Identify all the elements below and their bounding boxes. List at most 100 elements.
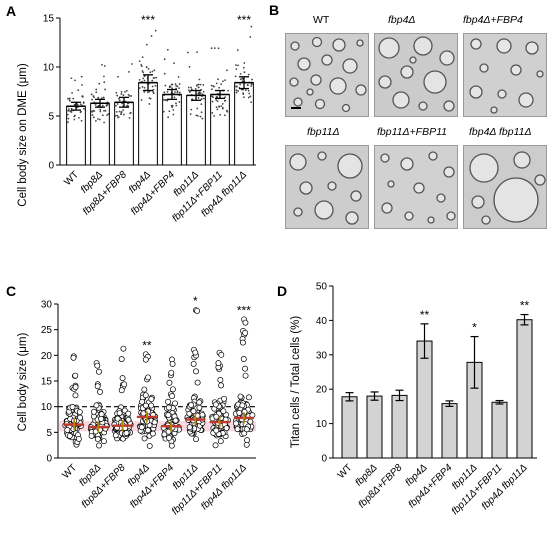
panel-c-datapoint [75, 435, 82, 442]
panel-c-datapoint [166, 434, 172, 441]
panel-a-datapoint [72, 97, 75, 100]
panel-c-datapoint [196, 399, 203, 406]
panel-c-datapoint [193, 368, 199, 375]
micrograph-fbp4-fbp4 [463, 33, 547, 117]
panel-a-datapoint [195, 114, 198, 117]
panel-a-datapoint [242, 96, 245, 99]
panel-c-datapoint [93, 402, 100, 409]
panel-a-datapoint [120, 93, 123, 95]
panel-a-datapoint [77, 89, 80, 92]
panel-a-datapoint [246, 84, 249, 86]
panel-a-datapoint [177, 76, 180, 78]
micro-label-fbp4: fbp4Δ [388, 14, 416, 26]
panel-c-datapoint [244, 437, 251, 444]
panel-a-datapoint [91, 98, 93, 101]
panel-c-datapoint [165, 398, 172, 405]
panel-a-datapoint [130, 63, 133, 65]
panel-a-datapoint [162, 98, 165, 101]
panel-a-ytick-label: 15 [43, 14, 55, 25]
panel-a-datapoint [128, 94, 131, 97]
panel-c-datapoint [123, 430, 130, 436]
panel-a-datapoint [198, 78, 201, 81]
micro-label-fbp4-fbp11: fbp4Δ fbp11Δ [469, 126, 532, 138]
panel-a-ytick-label: 5 [48, 112, 54, 123]
panel-a-datapoint [213, 115, 215, 117]
panel-d-plot: 01020304050*****WTfbp8Δfbp8Δ+FBP8fbp4Δfb… [316, 282, 537, 517]
panel-a-datapoint [140, 99, 143, 101]
panel-c-datapoint [142, 392, 149, 399]
panel-a-datapoint [103, 75, 105, 78]
panel-c-datapoint [77, 414, 84, 421]
panel-a-datapoint [150, 35, 153, 37]
panel-d-bar [391, 394, 408, 459]
panel-a-datapoint [100, 97, 103, 99]
panel-a-datapoint [175, 84, 178, 87]
panel-a-datapoint [188, 91, 191, 93]
panel-c-ytick-label: 10 [41, 402, 53, 413]
panel-a-datapoint [199, 115, 202, 118]
panel-c-datapoint [190, 360, 197, 367]
panel-c-datapoint [146, 442, 153, 449]
micro-label-fbp11: fbp11Δ [307, 126, 340, 138]
panel-c-datapoint [192, 349, 199, 356]
panel-a-datapoint [155, 76, 158, 79]
panel-a-datapoint [122, 109, 125, 112]
panel-c-datapoint [236, 409, 243, 416]
panel-c-datapoint [94, 383, 101, 390]
panel-a-letter: A [6, 3, 16, 19]
panel-a-datapoint [154, 29, 157, 32]
panel-a-datapoint [69, 109, 72, 112]
panel-a-datapoint [153, 69, 156, 72]
panel-a-datapoint [187, 89, 190, 92]
panel-c-datapoint [194, 307, 201, 314]
panel-c-datapoint [172, 400, 178, 407]
panel-a-datapoint [243, 62, 246, 64]
panel-a-datapoint [217, 47, 220, 50]
panel-a-datapoint [218, 86, 221, 89]
panel-a-datapoint [226, 69, 228, 72]
panel-c-datapoint [165, 404, 172, 411]
panel-c-datapoint [141, 435, 148, 442]
panel-a-datapoint [178, 83, 181, 85]
panel-a-datapoint [235, 91, 238, 94]
panel-a-datapoint [73, 103, 76, 106]
panel-c-datapoint [118, 387, 125, 394]
panel-a-datapoint [68, 108, 70, 111]
panel-c-datapoint [142, 402, 149, 409]
panel-a-datapoint [116, 94, 119, 97]
panel-c-datapoint [221, 395, 228, 402]
panel-c-datapoint [217, 377, 224, 383]
panel-a-datapoint [66, 113, 69, 116]
panel-a-datapoint [197, 97, 200, 99]
panel-a-datapoint [67, 121, 69, 124]
panel-a-datapoint [103, 65, 106, 67]
panel-d-ytick-label: 40 [316, 316, 328, 327]
panel-c-datapoint [100, 438, 107, 445]
panel-c-datapoint [168, 442, 175, 449]
panel-d-ytick-label: 30 [316, 350, 328, 361]
panel-c-datapoint [121, 381, 128, 388]
panel-a-significance: *** [237, 13, 251, 27]
panel-a-datapoint [68, 97, 71, 100]
panel-d-ylabel: Titan cells / Total cells (%) [290, 316, 302, 448]
panel-a-datapoint [212, 96, 214, 99]
panel-a-datapoint [149, 71, 152, 74]
panel-a-datapoint [99, 108, 102, 111]
panel-b-letter: B [269, 2, 280, 18]
panel-c-datapoint [72, 384, 79, 391]
panel-a-datapoint [166, 48, 169, 51]
panel-a-datapoint [237, 90, 239, 92]
panel-a-datapoint [104, 88, 106, 91]
panel-c-datapoint [94, 362, 101, 369]
panel-a-bar [186, 94, 206, 166]
panel-c-ytick-label: 25 [41, 325, 53, 336]
panel-a-datapoint [224, 79, 227, 82]
panel-c-wt-band [59, 421, 256, 432]
panel-c-datapoint [220, 408, 227, 415]
panel-a-datapoint [250, 101, 253, 104]
panel-a-datapoint [99, 110, 102, 113]
panel-a-datapoint [95, 88, 98, 91]
panel-d-ytick-label: 50 [316, 282, 328, 293]
panel-c-datapoint [240, 356, 247, 362]
panel-a-datapoint [74, 79, 76, 82]
